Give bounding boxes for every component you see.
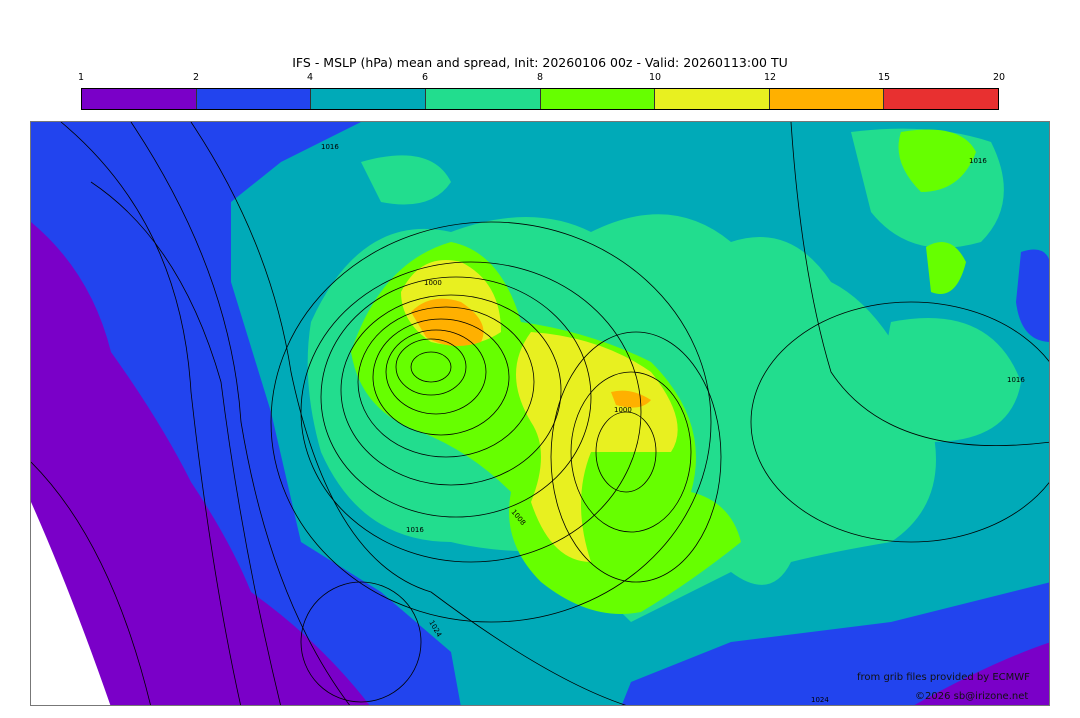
colorbar-segment [82, 89, 197, 109]
colorbar-segment [311, 89, 426, 109]
spread-region-purple [914, 642, 1049, 705]
spread-region-green [361, 155, 451, 205]
colorbar-tick: 20 [992, 72, 1006, 83]
isobar-label: 1016 [969, 157, 987, 165]
spread-region-blue [621, 582, 1049, 705]
colorbar [81, 88, 999, 110]
colorbar-tick: 1 [77, 72, 85, 83]
copyright-credit: ©2026 sb@irizone.net [915, 691, 1029, 702]
spread-region-green [886, 318, 1021, 442]
colorbar-segment [540, 89, 656, 109]
spread-region-blue [1016, 249, 1049, 342]
colorbar-segment [884, 89, 998, 109]
source-credit: from grib files provided by ECMWF [857, 672, 1030, 683]
colorbar-segment [655, 89, 770, 109]
isobar-label: 1024 [811, 696, 829, 704]
colorbar-segment [196, 89, 312, 109]
colorbar-tick: 15 [877, 72, 891, 83]
isobar-label: 1000 [424, 279, 442, 287]
spread-region-lime [898, 129, 976, 192]
colorbar-tick: 12 [763, 72, 777, 83]
colorbar-segment [425, 89, 541, 109]
colorbar-tick: 8 [536, 72, 544, 83]
spread-region-purple [31, 222, 370, 705]
colorbar-tick: 10 [648, 72, 662, 83]
spread-map: 1000 1000 1016 1016 1016 1016 1008 1024 … [30, 121, 1050, 706]
isobar-label: 1016 [321, 143, 339, 151]
spread-region-orange [411, 298, 484, 346]
isobars [31, 122, 1049, 705]
spread-region-lime [926, 242, 966, 294]
colorbar-tick: 4 [306, 72, 314, 83]
isobar-label: 1016 [406, 526, 424, 534]
map-title: IFS - MSLP (hPa) mean and spread, Init: … [292, 55, 788, 70]
isobar-label: 1016 [1007, 376, 1025, 384]
isobar-label: 1000 [614, 406, 632, 414]
colorbar-tick: 6 [421, 72, 429, 83]
colorbar-tick: 2 [192, 72, 200, 83]
spread-region-yellow [516, 332, 678, 562]
no-data-region [31, 502, 111, 705]
colorbar-segment [769, 89, 885, 109]
